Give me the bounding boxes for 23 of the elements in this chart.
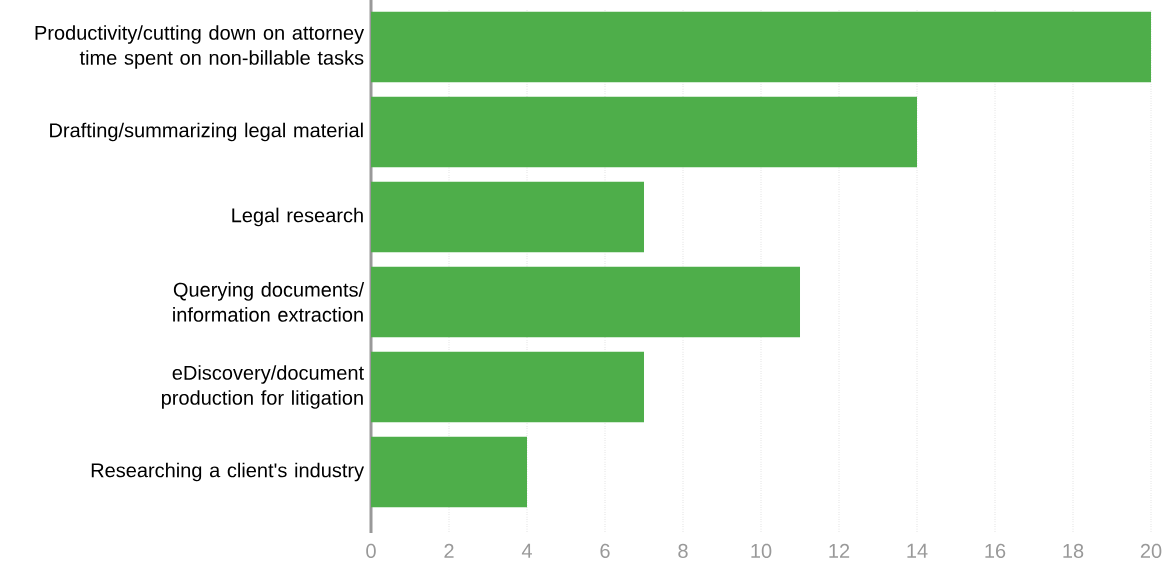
y-tick-label: Productivity/cutting down on attorney time spent on non-billable tasks	[35, 25, 365, 69]
x-tick-label: 18	[1063, 543, 1084, 559]
x-tick-label: 0	[366, 543, 376, 559]
x-tick-label: 12	[829, 543, 850, 558]
x-tick-label: 2	[444, 543, 454, 558]
x-tick-label: 20	[1140, 543, 1162, 559]
bar	[371, 11, 1152, 83]
x-tick-label: 8	[678, 543, 688, 559]
x-tick-label: 10	[751, 543, 772, 559]
bar	[371, 351, 644, 423]
y-tick-label: eDiscovery/document production for litigation	[161, 365, 364, 409]
bar	[371, 181, 644, 253]
bar	[371, 436, 527, 508]
y-tick-label: Querying documents/ information extraction	[173, 282, 365, 322]
bar	[371, 266, 800, 338]
y-tick-label: Drafting/summarizing legal material	[50, 122, 363, 142]
bar	[371, 96, 917, 168]
y-tick-label: Legal research	[232, 207, 363, 227]
x-tick-label: 4	[521, 543, 532, 558]
y-tick-label: Researching a client's industry	[91, 462, 365, 482]
x-tick-label: 6	[600, 543, 610, 559]
x-tick-label: 16	[985, 543, 1006, 559]
x-tick-label: 14	[907, 543, 928, 558]
